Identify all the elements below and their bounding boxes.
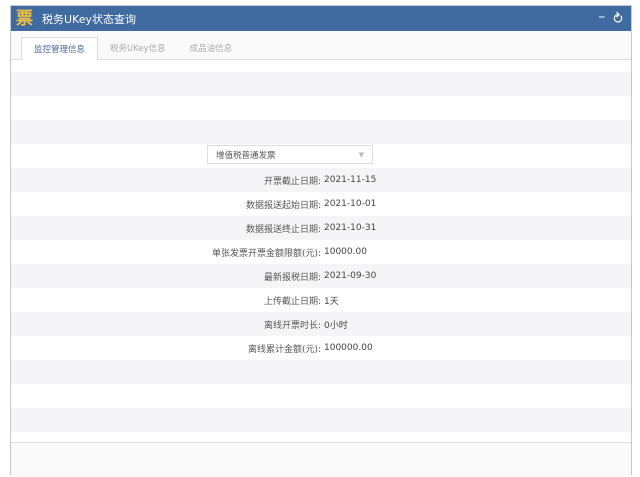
field-label: 数据报送终止日期: [245,224,321,235]
field-row: 开票截止日期: 2021-11-15 [11,168,631,192]
field-label: 最新报税日期: [263,272,321,283]
minimize-button[interactable]: – [598,9,606,25]
field-row: 离线累计金额(元): 100000.00 [11,336,631,360]
row-stripe [11,360,631,384]
footer [11,442,631,476]
field-row: 数据报送起始日期: 2021-10-01 [11,192,631,216]
row-stripe [11,216,631,240]
invoice-type-select[interactable]: 增值税普通发票 ▼ [207,145,373,164]
row-stripe [11,120,631,144]
invoice-type-value: 增值税普通发票 [216,150,276,161]
field-value: 2021-10-01 [324,199,377,209]
window-title: 税务UKey状态查询 [42,12,136,26]
row-stripe [11,168,631,192]
row-stripe [11,312,631,336]
back-button[interactable]: ⟲ [611,11,628,23]
chevron-down-icon: ▼ [358,150,364,159]
field-label: 开票截止日期: [263,176,321,187]
row-stripe [11,72,631,96]
field-row: 单张发票开票金额限额(元): 10000.00 [11,240,631,264]
tab-ukey-info[interactable]: 税务UKey信息 [110,44,166,54]
row-stripe [11,408,631,432]
field-row: 数据报送终止日期: 2021-10-31 [11,216,631,240]
field-value: 2021-10-31 [324,223,377,233]
field-label: 数据报送起始日期: [245,200,321,211]
row-stripe [11,264,631,288]
field-value: 1天 [324,296,339,307]
row-stripe [11,384,631,408]
field-value: 2021-09-30 [324,271,377,281]
tab-bar: 监控管理信息 税务UKey信息 成品油信息 [11,31,631,60]
title-bar: 票 税务UKey状态查询 – ⟲ [11,6,631,31]
field-value: 100000.00 [324,343,373,353]
field-value: 10000.00 [324,247,367,257]
app-logo: 票 [16,8,33,29]
tab-oil-info[interactable]: 成品油信息 [189,44,233,54]
field-value: 0小时 [324,320,348,331]
row-stripe [11,96,631,120]
field-label: 单张发票开票金额限额(元): [211,248,321,259]
window: 票 税务UKey状态查询 – ⟲ 监控管理信息 税务UKey信息 成品油信息 增… [10,5,632,476]
field-label: 离线开票时长: [263,320,321,331]
tab-monitor-info[interactable]: 监控管理信息 [21,37,99,60]
field-label: 上传截止日期: [263,296,321,307]
field-value: 2021-11-15 [324,175,377,185]
field-row: 离线开票时长: 0小时 [11,312,631,336]
field-row: 上传截止日期: 1天 [11,288,631,312]
field-row: 最新报税日期: 2021-09-30 [11,264,631,288]
field-label: 离线累计金额(元): [247,344,321,355]
